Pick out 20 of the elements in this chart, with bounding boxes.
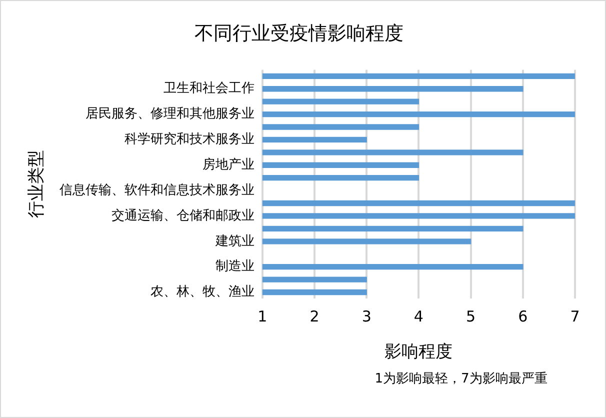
y-tick-label: 房地产业 [202,156,254,173]
x-tick-label: 2 [310,307,320,326]
x-axis-title: 影响程度 [384,342,453,362]
text: 1为影响最轻，7为影响最严重 [374,371,548,386]
y-tick-label: 居民服务、修理和其他服务业 [85,106,254,122]
x-tick-label: 1 [258,307,268,326]
y-tick-label: 农、林、牧、渔业 [150,284,254,300]
y-tick-label: 卫生和社会工作 [163,81,254,96]
y-tick-label: 制造业 [215,259,254,274]
y-tick-label: 交通运输、仓储和邮政业 [111,207,254,224]
x-tick-label: 4 [414,307,424,326]
y-tick-label: 科学研究和技术服务业 [124,132,254,148]
x-tick-label: 6 [518,307,528,326]
chart-title: 不同行业受疫情影响程度 [194,22,404,44]
y-tick-label: 建筑业 [214,234,254,249]
x-tick-label: 3 [362,307,372,326]
x-tick-label: 7 [570,307,580,326]
y-axis-title: 行业类型 [26,150,47,218]
x-tick-label: 5 [466,307,476,326]
y-tick-label: 信息传输、软件和信息技术服务业 [59,182,254,198]
